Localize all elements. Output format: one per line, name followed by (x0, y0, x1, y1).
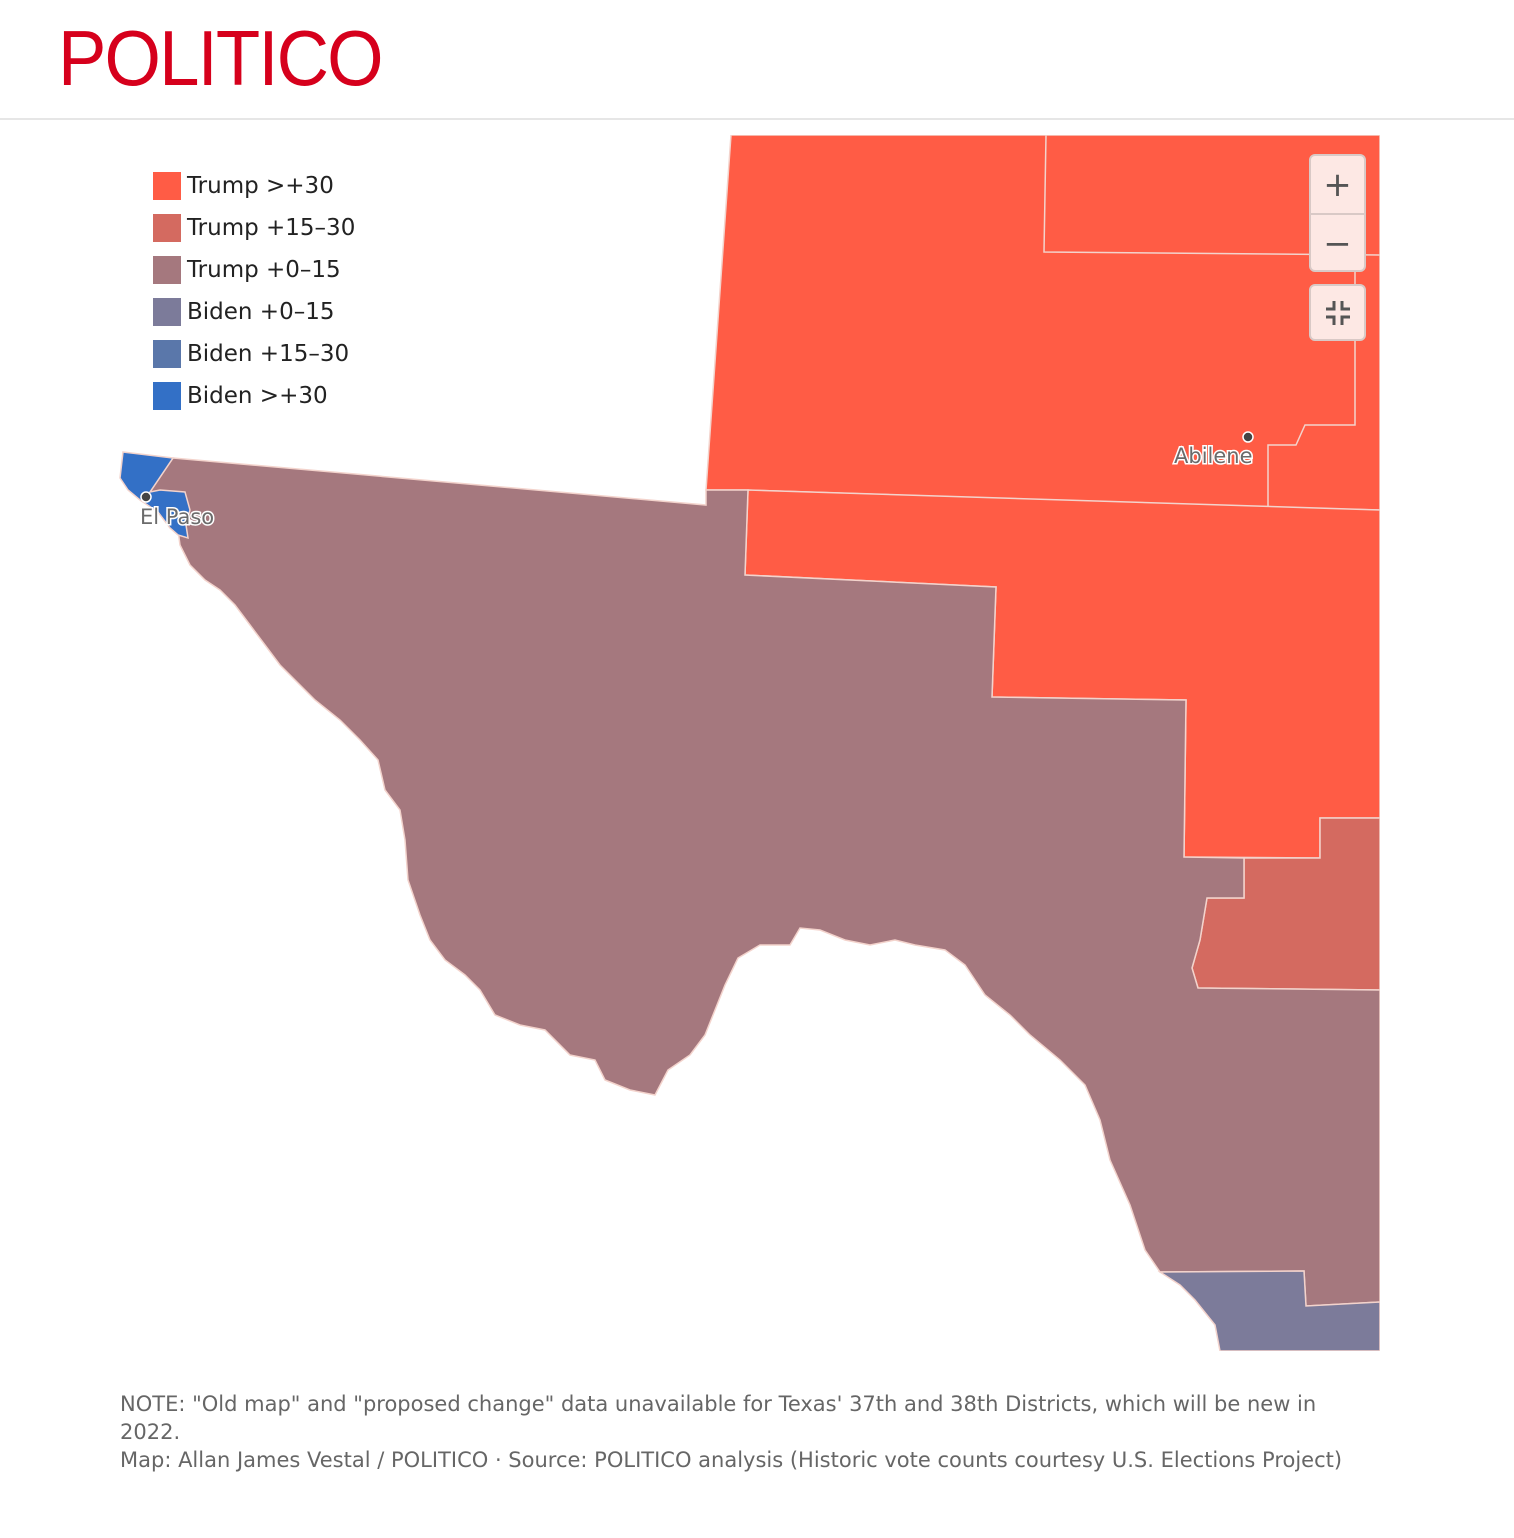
data-note: NOTE: "Old map" and "proposed change" da… (120, 1392, 1317, 1444)
zoom-out-button[interactable]: − (1311, 213, 1364, 272)
el-paso-marker[interactable] (140, 491, 152, 503)
legend-label: Trump +15–30 (187, 215, 356, 241)
legend-swatch (153, 214, 181, 242)
legend-label: Biden +0–15 (187, 299, 335, 325)
legend-label: Biden >+30 (187, 383, 328, 409)
district-biden-30-el-paso[interactable] (119, 451, 191, 540)
legend-swatch (153, 340, 181, 368)
politico-logo[interactable]: POLITICO (58, 14, 384, 102)
legend-item-trump-15-30: Trump +15–30 (153, 214, 355, 242)
legend-label: Trump +0–15 (187, 257, 341, 283)
district-boundary-north (1043, 135, 1380, 508)
zoom-in-button[interactable]: + (1323, 164, 1352, 205)
district-trump-30-north[interactable] (705, 135, 1380, 511)
legend-item-biden-15-30: Biden +15–30 (153, 340, 355, 368)
legend-swatch (153, 172, 181, 200)
legend-label: Trump >+30 (187, 173, 334, 199)
legend-item-trump-0-15: Trump +0–15 (153, 256, 355, 284)
header: POLITICO (0, 0, 1514, 120)
legend-item-trump-30: Trump >+30 (153, 172, 355, 200)
district-trump-0-15[interactable] (149, 457, 1380, 1307)
legend-item-biden-30: Biden >+30 (153, 382, 355, 410)
legend-item-biden-0-15: Biden +0–15 (153, 298, 355, 326)
el-paso-label: El Paso (140, 505, 214, 529)
legend-swatch (153, 298, 181, 326)
legend-swatch (153, 382, 181, 410)
map-panel[interactable]: El Paso Abilene (0, 135, 1380, 1351)
fit-bounds-button[interactable] (1309, 284, 1366, 341)
collapse-icon (1325, 300, 1350, 325)
map-legend: Trump >+30 Trump +15–30 Trump +0–15 Bide… (153, 172, 355, 424)
abilene-label: Abilene (1174, 444, 1253, 468)
source-credit: Map: Allan James Vestal / POLITICO · Sou… (120, 1448, 1343, 1472)
district-map[interactable]: El Paso Abilene (0, 135, 1380, 1351)
footer-notes: NOTE: "Old map" and "proposed change" da… (120, 1390, 1360, 1474)
legend-label: Biden +15–30 (187, 341, 350, 367)
legend-swatch (153, 256, 181, 284)
district-biden-0-15[interactable] (1157, 1270, 1380, 1351)
abilene-marker[interactable] (1242, 431, 1254, 443)
zoom-controls: + − (1309, 154, 1366, 272)
